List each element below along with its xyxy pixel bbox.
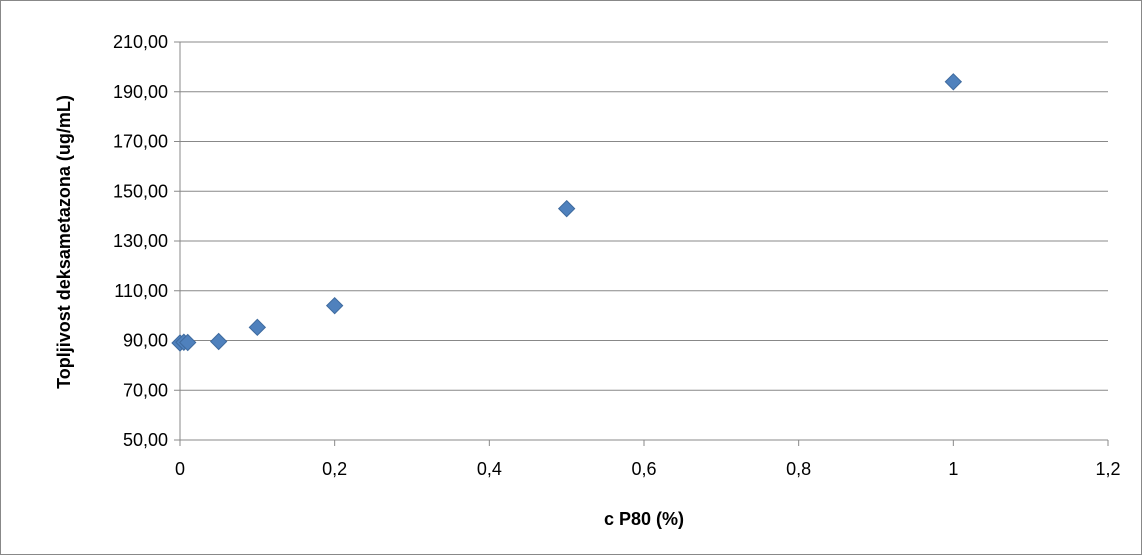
data-point-diamond (209, 332, 228, 351)
x-tick-label: 1,2 (1095, 459, 1120, 479)
y-tick-label: 90,00 (123, 331, 168, 351)
y-tick-label: 150,00 (113, 181, 168, 201)
x-tick-label: 1 (948, 459, 958, 479)
y-tick-label: 190,00 (113, 82, 168, 102)
x-tick-label: 0,2 (322, 459, 347, 479)
y-axis-title: Topljivost deksametazona (ug/mL) (54, 95, 74, 389)
y-tick-label: 70,00 (123, 380, 168, 400)
y-tick-label: 50,00 (123, 430, 168, 450)
data-point-diamond (944, 73, 963, 91)
axes (179, 42, 1109, 446)
y-tick-label: 170,00 (113, 132, 168, 152)
x-tick-label: 0,6 (631, 459, 656, 479)
data-points (171, 73, 963, 352)
data-point-diamond (248, 318, 267, 337)
y-tick-label: 210,00 (113, 32, 168, 52)
gridlines (174, 41, 1108, 441)
tick-labels: 50,00 70,00 90,00 110,00 130,00 150,00 170,00 1… (113, 32, 1121, 479)
y-tick-label: 110,00 (114, 281, 168, 301)
x-axis-title: c P80 (%) (604, 509, 684, 529)
data-point-diamond (179, 333, 197, 352)
y-tick-label: 130,00 (113, 231, 168, 251)
data-point-diamond (325, 296, 344, 315)
x-tick-label: 0 (175, 459, 185, 479)
x-tick-label: 0,4 (477, 459, 502, 479)
x-tick-label: 0,8 (786, 459, 811, 479)
data-point-diamond (557, 199, 576, 218)
